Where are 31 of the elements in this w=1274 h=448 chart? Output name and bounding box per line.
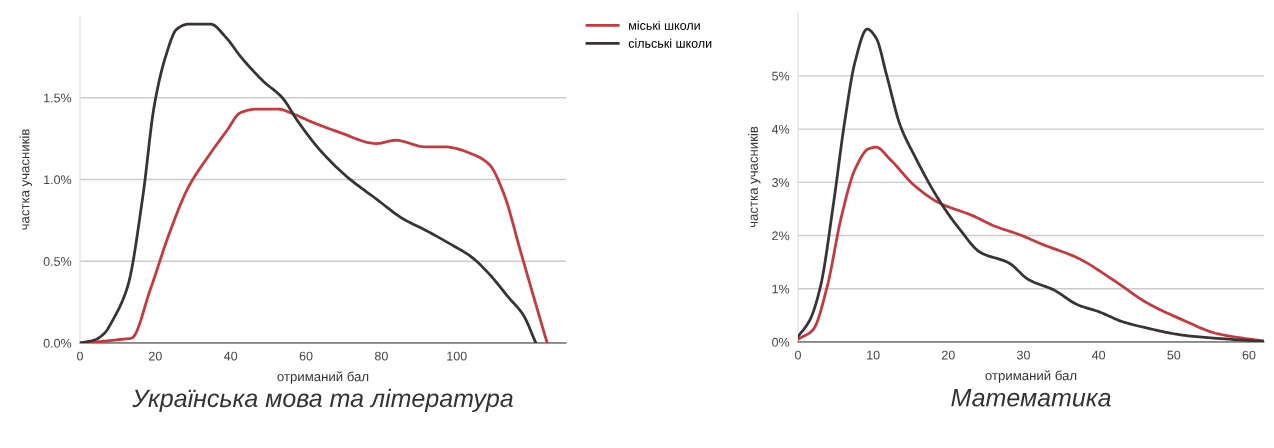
text: Українська мова та література [132,388,513,413]
legend-label: сільські школи [628,38,712,48]
x-tick-label: 100 [447,351,467,361]
y-tick-label: 4% [771,124,790,134]
y-tick-label: 0.0% [43,338,72,348]
x-tick-label: 20 [942,350,955,360]
x-tick-label: 80 [374,351,388,361]
y-tick-label: 1.0% [44,175,72,185]
y-tick-label: 0% [772,337,790,347]
x-tick-label: 40 [1091,350,1106,360]
x-tick-label: 10 [867,350,880,360]
x-tick-label: 50 [1167,350,1181,360]
x-tick-label: 60 [1242,350,1256,360]
x-axis-title: отриманий бал [277,371,369,384]
x-tick-label: 20 [149,351,162,361]
legend-label: міські школи [629,20,700,30]
y-tick-label: 0.5% [43,257,72,266]
y-axis-title: частка учасників [19,129,33,230]
x-tick-label: 40 [224,351,238,361]
y-tick-label: 1% [772,284,790,294]
x-tick-label: 0 [795,350,801,360]
x-axis-title: отриманий бал [985,370,1077,383]
y-tick-label: 2% [772,231,790,241]
x-tick-label: 0 [77,351,83,361]
y-tick-label: 5% [772,71,790,81]
y-tick-label: 1.5% [44,93,72,103]
y-axis-title: частка учасників [748,126,761,228]
text: Математика [951,389,1111,407]
y-tick-label: 3% [772,178,790,187]
x-tick-label: 30 [1017,350,1030,360]
x-tick-label: 60 [299,351,313,361]
